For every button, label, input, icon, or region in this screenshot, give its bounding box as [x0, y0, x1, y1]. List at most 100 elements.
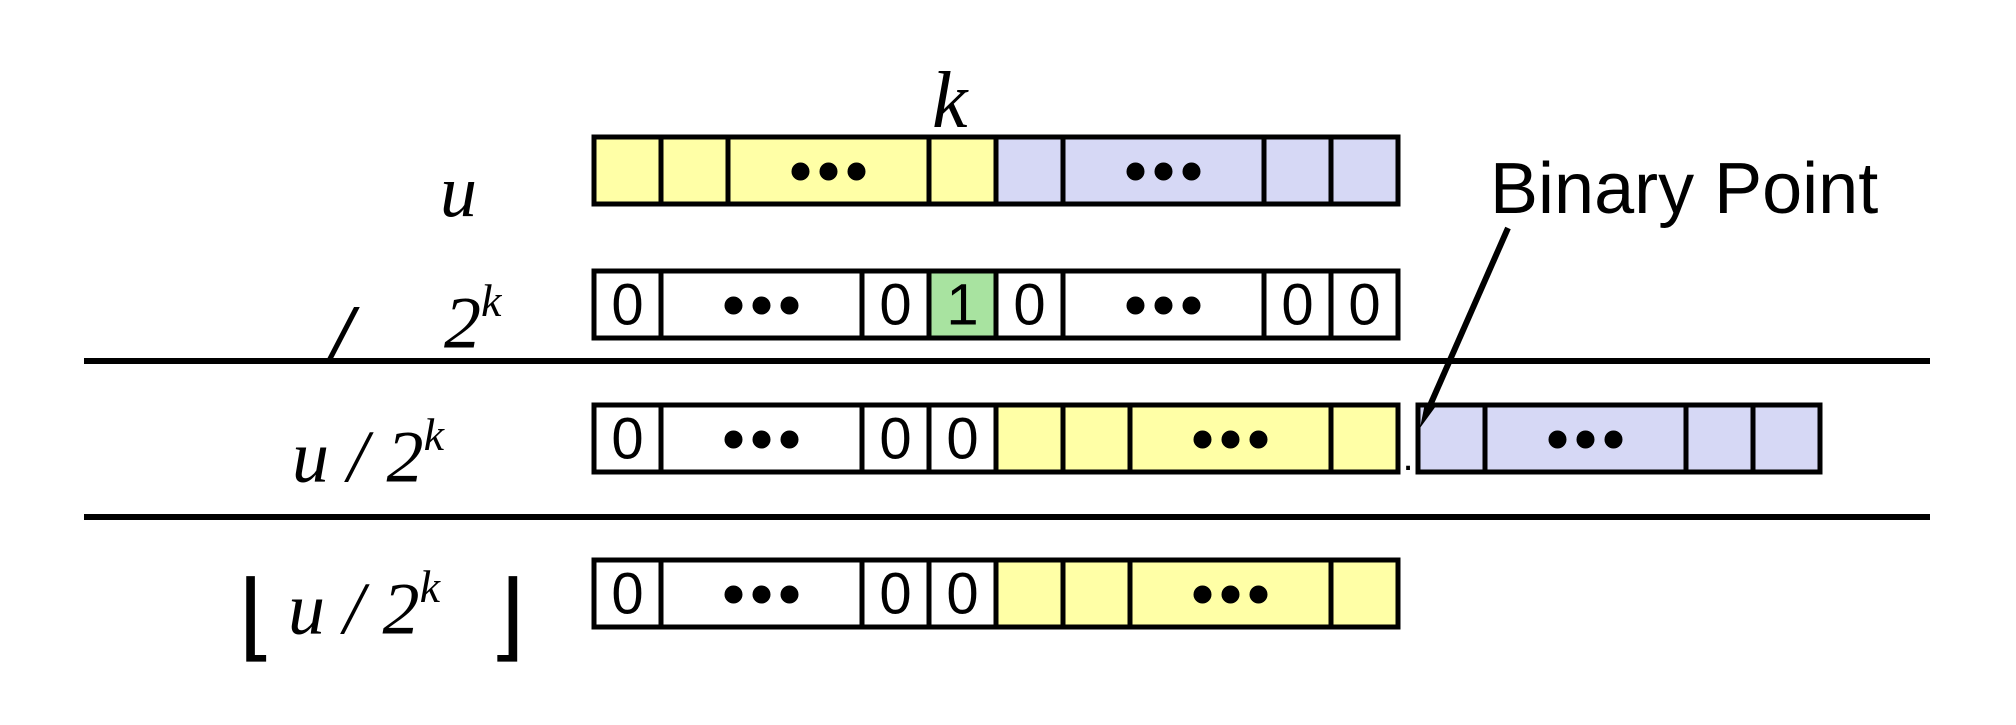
bit-cell [1482, 402, 1689, 475]
bit-cell: 0 [1328, 268, 1401, 341]
bit-cell-box [993, 557, 1066, 630]
quotient-expression: u / 2 [292, 416, 424, 499]
label-quotient: u / 2k [292, 409, 444, 501]
bit-cell [658, 557, 865, 630]
ellipsis-dot [1182, 296, 1201, 315]
ellipsis-dot [847, 162, 866, 181]
two-symbol: 2 [444, 282, 481, 365]
ellipsis-dot [1249, 585, 1268, 604]
bit-cell-box [1328, 402, 1401, 475]
bit-cell-box [1683, 402, 1756, 475]
bit-cell [1127, 402, 1334, 475]
bit-cell [1328, 134, 1401, 207]
ellipsis-dot [752, 585, 771, 604]
bit-cell: 0 [993, 268, 1066, 341]
bit-value: 0 [611, 562, 643, 627]
floor-k-exponent: k [419, 561, 440, 612]
ellipsis-dot [1182, 162, 1201, 181]
ellipsis-dot [1193, 585, 1212, 604]
ellipsis-dot [819, 162, 838, 181]
bit-cell [993, 134, 1066, 207]
ellipsis-dot [1221, 430, 1240, 449]
bit-cell [1328, 402, 1401, 475]
ellipsis-dot [1154, 162, 1173, 181]
divide-operator: / [330, 288, 354, 381]
binary-point-dot: . [1402, 435, 1413, 479]
floor-left-bracket: ⌊ [238, 563, 276, 670]
bit-cell: 0 [859, 268, 932, 341]
bit-cell [591, 134, 664, 207]
floor-expression: u / 2 [288, 568, 420, 651]
bit-cell-box [591, 134, 664, 207]
ellipsis-dot [780, 296, 799, 315]
bit-value: 0 [879, 562, 911, 627]
binary-point-label: Binary Point [1490, 149, 1879, 229]
floor-right-bracket: ⌋ [488, 563, 526, 670]
bit-cell [658, 268, 865, 341]
ellipsis-dot [752, 296, 771, 315]
bit-value: 0 [1348, 273, 1380, 338]
bit-cell: 0 [859, 402, 932, 475]
bit-cell-box [1750, 402, 1823, 475]
bit-value: 0 [1013, 273, 1045, 338]
ellipsis-dot [724, 430, 743, 449]
binary-point-arrowhead [1420, 403, 1436, 428]
k-exponent: k [481, 275, 502, 326]
ellipsis-dot [1548, 430, 1567, 449]
k-label: k [932, 57, 968, 145]
ellipsis-dot [752, 430, 771, 449]
bit-cell [1127, 557, 1334, 630]
bit-cell: 0 [591, 268, 664, 341]
bit-rows: 0 0 1 0 0 00 0 0.0 0 0 [591, 134, 1823, 630]
bit-cell-box [658, 134, 731, 207]
bit-cell [1060, 134, 1267, 207]
ellipsis-dot [780, 585, 799, 604]
ellipsis-dot [780, 430, 799, 449]
bit-cell [1060, 402, 1133, 475]
ellipsis-dot [1126, 162, 1145, 181]
quotient-k-exponent: k [423, 409, 444, 460]
ellipsis-dot [1154, 296, 1173, 315]
bit-cell-box [1328, 134, 1401, 207]
bit-cell-box [1060, 557, 1133, 630]
bit-cell [725, 134, 932, 207]
row-u-cells [591, 134, 1401, 207]
label-u: u [440, 150, 477, 235]
ellipsis-dot [1249, 430, 1268, 449]
u-symbol: u [440, 151, 477, 233]
ellipsis-dot [1193, 430, 1212, 449]
binary-point-pointer [1425, 226, 1511, 412]
bit-value: 0 [946, 407, 978, 472]
bit-cell [1060, 557, 1133, 630]
bit-value: 1 [946, 273, 978, 338]
bit-cell [1060, 268, 1267, 341]
bit-cell [658, 134, 731, 207]
bit-value: 0 [879, 407, 911, 472]
bit-cell [993, 557, 1066, 630]
bit-cell [993, 402, 1066, 475]
bit-cell-box [993, 134, 1066, 207]
bit-cell-box [591, 557, 664, 630]
bit-value: 0 [611, 273, 643, 338]
bit-cell-box [1261, 134, 1334, 207]
bit-cell-box [993, 402, 1066, 475]
bit-value: 0 [611, 407, 643, 472]
bit-cell: 0 [1261, 268, 1334, 341]
bit-cell: 1 [926, 268, 999, 341]
ellipsis-dot [724, 585, 743, 604]
bit-cell [1750, 402, 1823, 475]
bit-cell [658, 402, 865, 475]
ellipsis-dot [1604, 430, 1623, 449]
bit-cell-box [1328, 268, 1401, 341]
bit-cell: 0 [859, 557, 932, 630]
bit-cell [1683, 402, 1756, 475]
bit-value: 0 [946, 562, 978, 627]
ellipsis-dot [724, 296, 743, 315]
bit-cell-box [993, 268, 1066, 341]
bit-value: 0 [1281, 273, 1313, 338]
bit-cell [1261, 134, 1334, 207]
bit-cell-box [1328, 557, 1401, 630]
